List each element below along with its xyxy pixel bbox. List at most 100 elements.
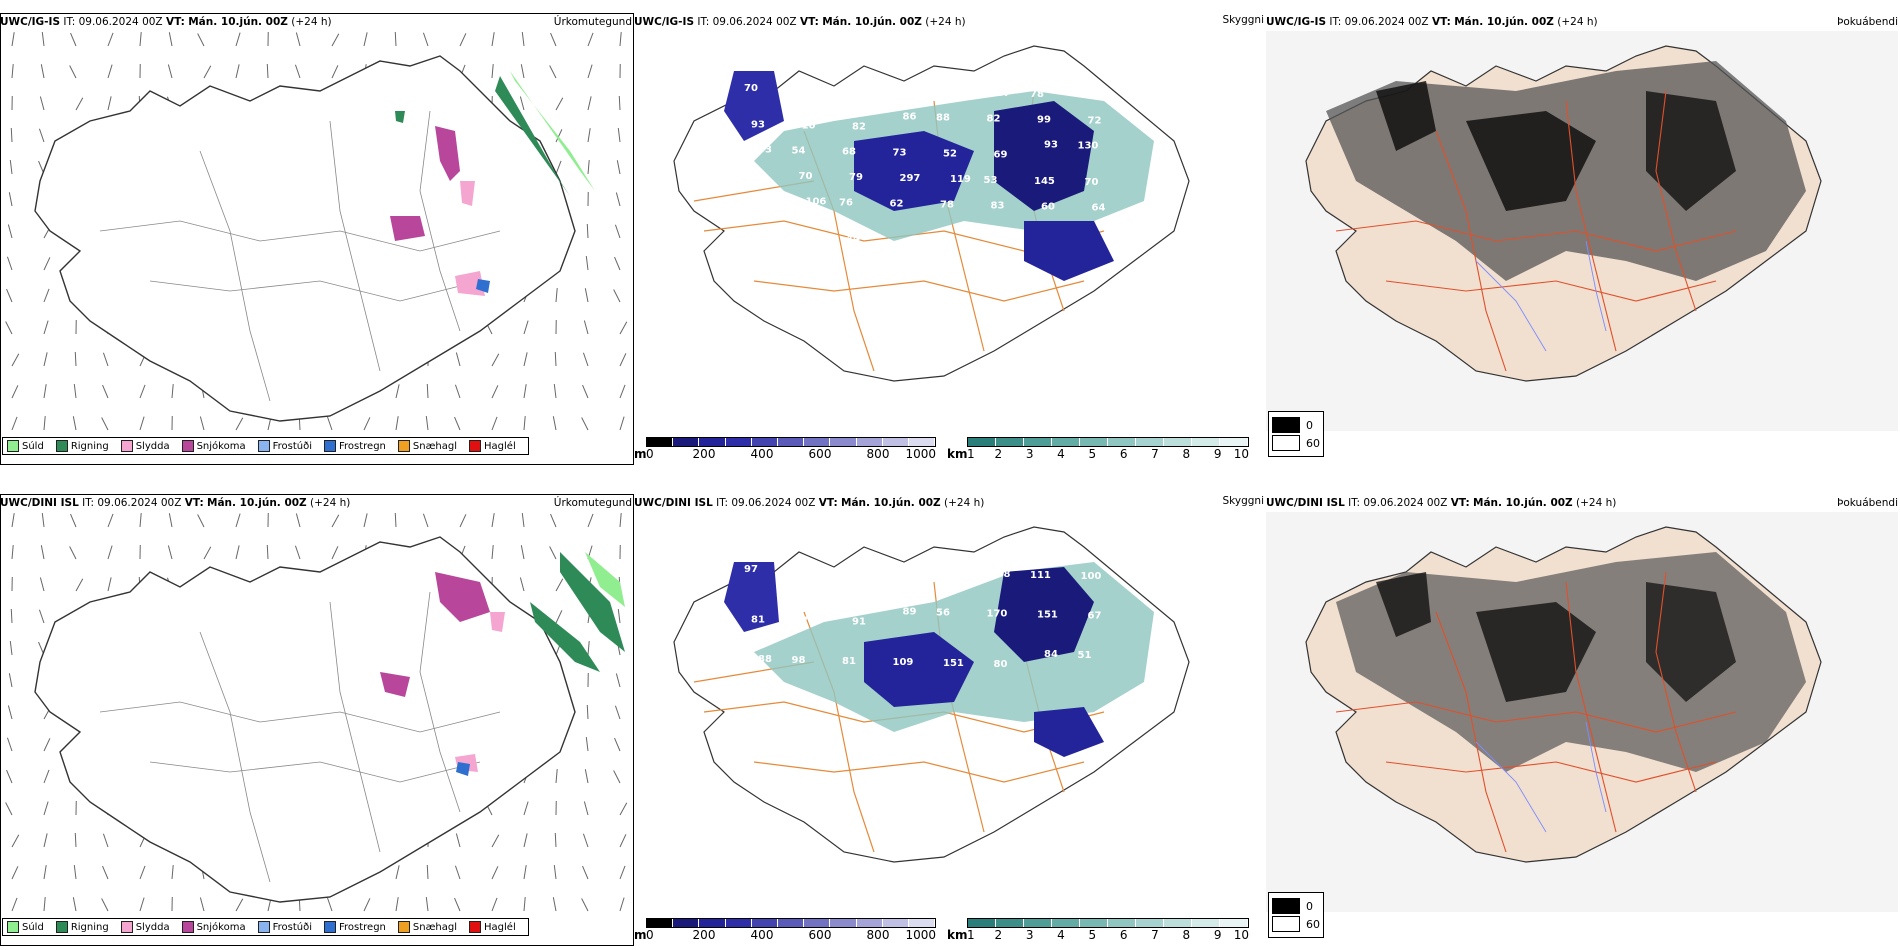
cloud-base-label: 70 bbox=[1085, 177, 1099, 188]
wind-barb bbox=[41, 32, 45, 47]
wind-barb bbox=[101, 417, 109, 431]
cloud-base-label: 74 bbox=[748, 170, 762, 181]
cloud-base-label: 99 bbox=[1037, 114, 1051, 125]
wind-barb bbox=[235, 64, 240, 79]
vt-label: VT: bbox=[184, 497, 204, 509]
height-scalebar: m 0 200 400 600 800 1000 bbox=[634, 918, 936, 942]
wind-barb bbox=[168, 32, 173, 47]
wind-barb bbox=[614, 224, 621, 239]
legend-label: Haglél bbox=[484, 440, 516, 452]
cloud-base-label: 88 bbox=[758, 654, 772, 665]
legend-swatch bbox=[469, 921, 482, 933]
vt-value: Mán. 10.jún. 00Z bbox=[188, 16, 288, 28]
wind-barb bbox=[10, 127, 13, 143]
wind-barb bbox=[235, 898, 244, 912]
snow-area bbox=[435, 572, 490, 622]
cloud-base-label: 81 bbox=[751, 615, 765, 626]
cloud-base-label: 111 bbox=[1030, 570, 1051, 581]
height-scale-cell bbox=[882, 919, 909, 927]
legend-label: Snjókoma bbox=[196, 440, 246, 452]
wind-barb bbox=[43, 257, 51, 271]
wind-barb bbox=[552, 416, 557, 431]
iceland-outline bbox=[34, 55, 576, 422]
legend-swatch bbox=[7, 440, 19, 452]
wind-barb bbox=[171, 865, 174, 880]
cloud-base-label: 100 bbox=[896, 567, 917, 578]
fog-swatch bbox=[1272, 898, 1300, 914]
wind-barb bbox=[519, 96, 525, 111]
wind-barb bbox=[549, 546, 557, 560]
visibility-scale-cell bbox=[968, 919, 996, 927]
height-scale-cell bbox=[647, 919, 674, 927]
visibility-scale-cell bbox=[996, 438, 1024, 446]
wind-barb bbox=[199, 416, 205, 431]
cloud-base-label: 116 bbox=[795, 565, 816, 576]
wind-barb bbox=[43, 384, 47, 399]
wind-barb bbox=[395, 897, 399, 912]
wind-barb bbox=[197, 33, 205, 47]
cloud-base-label: 100 bbox=[1081, 571, 1102, 582]
wind-barb bbox=[523, 416, 526, 431]
legend-swatch bbox=[181, 440, 194, 452]
cloud-base-label: 80 bbox=[994, 659, 1008, 670]
fog-legend-row: 0 bbox=[1272, 898, 1320, 914]
height-scale-cell bbox=[673, 919, 700, 927]
wind-barb bbox=[107, 577, 112, 592]
rain-area bbox=[530, 602, 600, 672]
wind-barb bbox=[617, 128, 621, 143]
visibility-scale-cell bbox=[1220, 919, 1248, 927]
model-name: UWC/IG-IS bbox=[0, 16, 61, 28]
legend-item: Frostregn bbox=[324, 921, 386, 933]
height-scale-cell bbox=[647, 438, 674, 446]
wind-barb bbox=[520, 545, 525, 560]
cloud-labels: 70 87 62 76 78 87 78 80 93 10 82 86 88 82 99 72 93 54 68 73… bbox=[744, 83, 1105, 245]
wind-barb bbox=[326, 416, 333, 431]
wind-barb bbox=[38, 128, 45, 143]
wind-barb bbox=[107, 545, 113, 560]
cloud-base-label: 71 bbox=[796, 233, 810, 244]
wind-barb bbox=[523, 865, 527, 880]
wind-barb bbox=[168, 513, 173, 528]
wind-barb bbox=[582, 352, 589, 367]
wind-barb bbox=[521, 32, 525, 47]
wind-barb bbox=[11, 353, 20, 367]
wind-barb bbox=[555, 129, 563, 143]
legend-item: Rigning bbox=[55, 921, 109, 933]
height-unit: m bbox=[634, 928, 647, 942]
wind-barb bbox=[235, 513, 241, 528]
visibility-scale-tick: 6 bbox=[1119, 447, 1128, 461]
wind-barb bbox=[102, 865, 109, 880]
wind-barb bbox=[363, 417, 371, 431]
fog-swatch bbox=[1272, 417, 1300, 433]
wind-barb bbox=[6, 769, 13, 784]
wind-barb bbox=[395, 865, 400, 880]
visibility-scale-tick: 1 bbox=[967, 928, 975, 942]
wind-barb bbox=[9, 641, 13, 656]
wind-barb bbox=[422, 32, 429, 47]
sleet-area bbox=[455, 271, 485, 296]
wind-barb bbox=[326, 897, 333, 912]
wind-barb bbox=[70, 513, 77, 528]
wind-barb bbox=[8, 192, 13, 207]
wind-barb bbox=[549, 65, 557, 79]
wind-barb bbox=[454, 384, 461, 399]
cloud-base-label: 56 bbox=[936, 608, 950, 619]
visibility-scale-cell bbox=[1052, 919, 1080, 927]
cloud-base-label: 60 bbox=[1041, 201, 1055, 212]
cloud-base-area bbox=[724, 562, 779, 632]
cloud-base-label: 80 bbox=[1081, 90, 1095, 101]
height-scale-cell bbox=[673, 438, 700, 446]
wind-barb bbox=[235, 32, 241, 47]
wind-barb bbox=[203, 546, 212, 560]
height-scale-tick: 800 bbox=[866, 928, 890, 942]
wind-barb bbox=[40, 64, 45, 79]
wind-barb bbox=[11, 64, 14, 79]
wind-barb bbox=[11, 897, 18, 912]
fog-map bbox=[1266, 31, 1898, 431]
wind-barb bbox=[586, 704, 589, 720]
height-scale-cell bbox=[751, 438, 778, 446]
wind-barb bbox=[618, 95, 621, 111]
wind-barb bbox=[582, 384, 589, 399]
wind-barb bbox=[107, 513, 114, 528]
wind-barb bbox=[38, 609, 45, 624]
